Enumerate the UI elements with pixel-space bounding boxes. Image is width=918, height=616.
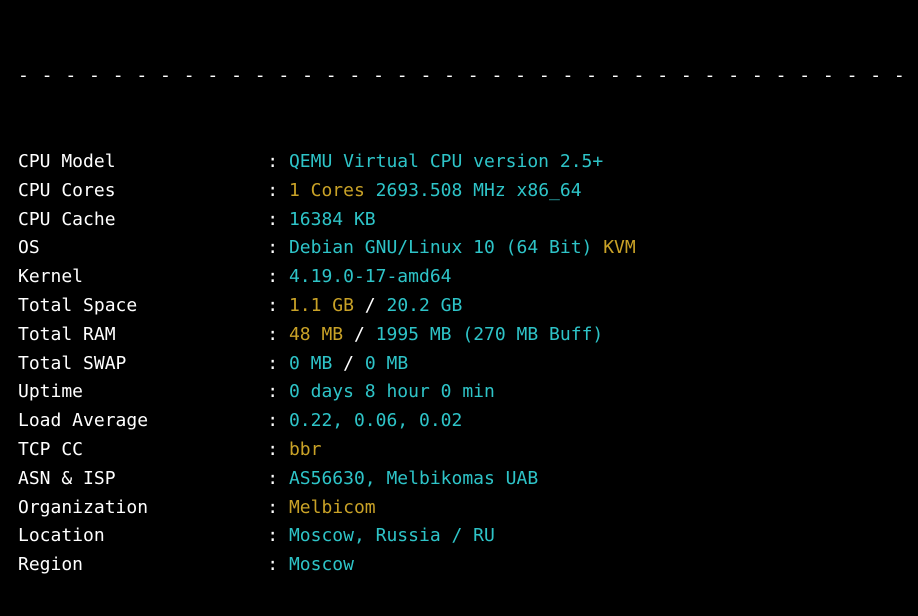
- row-value-part: 0 days 8 hour 0 min: [289, 381, 495, 402]
- info-row: OS : Debian GNU/Linux 10 (64 Bit) KVM: [18, 234, 906, 263]
- row-separator: :: [267, 497, 289, 518]
- row-value-part: 1.1 GB: [289, 295, 365, 316]
- info-row: Kernel : 4.19.0-17-amd64: [18, 263, 906, 292]
- row-label: ASN & ISP: [18, 468, 267, 489]
- row-separator: :: [267, 554, 289, 575]
- info-row: CPU Cores : 1 Cores 2693.508 MHz x86_64: [18, 177, 906, 206]
- row-value-part: 0.22, 0.06, 0.02: [289, 410, 462, 431]
- row-label: Total SWAP: [18, 353, 267, 374]
- row-label: CPU Cores: [18, 180, 267, 201]
- row-label: Total Space: [18, 295, 267, 316]
- row-value-part: 48 MB: [289, 324, 354, 345]
- row-separator: :: [267, 525, 289, 546]
- row-value-part: Melbicom: [289, 497, 376, 518]
- info-row: Uptime : 0 days 8 hour 0 min: [18, 378, 906, 407]
- info-row: ASN & ISP : AS56630, Melbikomas UAB: [18, 465, 906, 494]
- row-separator: :: [267, 468, 289, 489]
- row-value-part: Moscow: [289, 554, 354, 575]
- row-value-part: (270 MB Buff): [462, 324, 603, 345]
- info-row: Organization : Melbicom: [18, 494, 906, 523]
- terminal-output: - - - - - - - - - - - - - - - - - - - - …: [0, 0, 918, 616]
- info-row: Location : Moscow, Russia / RU: [18, 522, 906, 551]
- info-row: Region : Moscow: [18, 551, 906, 580]
- row-separator: :: [267, 266, 289, 287]
- row-label: Load Average: [18, 410, 267, 431]
- row-separator: :: [267, 324, 289, 345]
- row-value-part: 16384 KB: [289, 209, 376, 230]
- row-separator: :: [267, 209, 289, 230]
- info-row: CPU Model : QEMU Virtual CPU version 2.5…: [18, 148, 906, 177]
- row-label: TCP CC: [18, 439, 267, 460]
- row-label: Location: [18, 525, 267, 546]
- row-value-part: Moscow, Russia / RU: [289, 525, 495, 546]
- row-separator: :: [267, 180, 289, 201]
- row-value-part: /: [343, 353, 365, 374]
- row-label: Kernel: [18, 266, 267, 287]
- info-row: Total SWAP : 0 MB / 0 MB: [18, 350, 906, 379]
- row-value-part: QEMU Virtual CPU version 2.5+: [289, 151, 603, 172]
- divider-line: - - - - - - - - - - - - - - - - - - - - …: [18, 62, 906, 91]
- row-separator: :: [267, 237, 289, 258]
- row-value-part: 1 Cores: [289, 180, 376, 201]
- row-separator: :: [267, 410, 289, 431]
- row-value-part: 20.2 GB: [386, 295, 462, 316]
- row-value-part: 0 MB: [365, 353, 408, 374]
- row-value-part: 0 MB: [289, 353, 343, 374]
- row-value-part: AS56630, Melbikomas UAB: [289, 468, 538, 489]
- row-value-part: 4.19.0-17-amd64: [289, 266, 452, 287]
- row-label: CPU Cache: [18, 209, 267, 230]
- info-row: Total RAM : 48 MB / 1995 MB (270 MB Buff…: [18, 321, 906, 350]
- row-separator: :: [267, 151, 289, 172]
- info-row: CPU Cache : 16384 KB: [18, 206, 906, 235]
- row-value-part: 2693.508 MHz x86_64: [376, 180, 582, 201]
- row-value-part: bbr: [289, 439, 322, 460]
- info-row: TCP CC : bbr: [18, 436, 906, 465]
- row-label: OS: [18, 237, 267, 258]
- info-row: Total Space : 1.1 GB / 20.2 GB: [18, 292, 906, 321]
- row-separator: :: [267, 295, 289, 316]
- row-separator: :: [267, 353, 289, 374]
- row-value-part: /: [354, 324, 376, 345]
- row-label: Region: [18, 554, 267, 575]
- row-separator: :: [267, 381, 289, 402]
- row-value-part: /: [365, 295, 387, 316]
- row-separator: :: [267, 439, 289, 460]
- info-row: Load Average : 0.22, 0.06, 0.02: [18, 407, 906, 436]
- row-label: Uptime: [18, 381, 267, 402]
- row-label: CPU Model: [18, 151, 267, 172]
- row-value-part: 1995 MB: [376, 324, 463, 345]
- row-value-part: KVM: [603, 237, 636, 258]
- row-label: Total RAM: [18, 324, 267, 345]
- sysinfo-block: CPU Model : QEMU Virtual CPU version 2.5…: [18, 148, 906, 580]
- row-value-part: Debian GNU/Linux 10 (64 Bit): [289, 237, 603, 258]
- row-label: Organization: [18, 497, 267, 518]
